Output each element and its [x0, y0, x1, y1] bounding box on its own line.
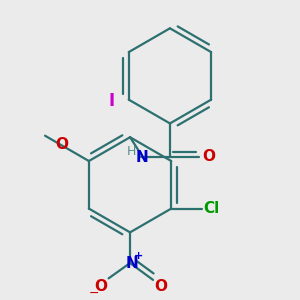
- Text: H: H: [126, 145, 136, 158]
- Text: N: N: [125, 256, 138, 271]
- Text: O: O: [94, 279, 107, 294]
- Text: +: +: [134, 251, 143, 261]
- Text: N: N: [136, 150, 149, 165]
- Text: Cl: Cl: [204, 201, 220, 216]
- Text: O: O: [202, 149, 215, 164]
- Text: O: O: [56, 136, 68, 152]
- Text: I: I: [109, 92, 115, 110]
- Text: O: O: [154, 279, 167, 294]
- Text: −: −: [89, 287, 99, 300]
